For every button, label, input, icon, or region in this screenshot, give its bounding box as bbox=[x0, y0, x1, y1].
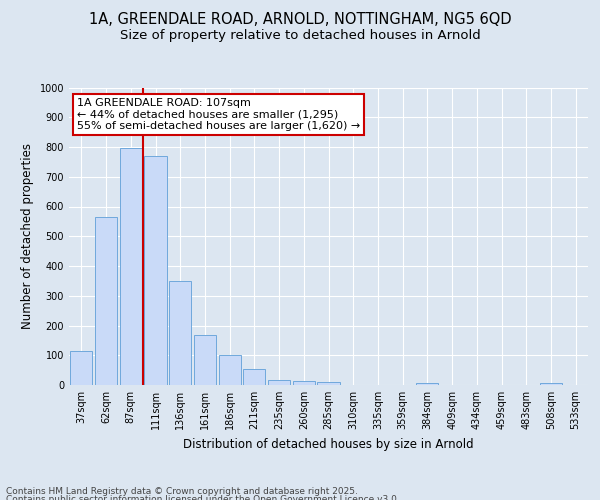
Bar bbox=[194, 335, 216, 385]
Bar bbox=[268, 380, 290, 385]
Bar bbox=[70, 351, 92, 385]
Bar bbox=[540, 382, 562, 385]
Bar bbox=[293, 380, 315, 385]
Text: Contains public sector information licensed under the Open Government Licence v3: Contains public sector information licen… bbox=[6, 495, 400, 500]
X-axis label: Distribution of detached houses by size in Arnold: Distribution of detached houses by size … bbox=[183, 438, 474, 450]
Bar bbox=[119, 148, 142, 385]
Bar bbox=[317, 382, 340, 385]
Text: Size of property relative to detached houses in Arnold: Size of property relative to detached ho… bbox=[119, 29, 481, 42]
Text: 1A GREENDALE ROAD: 107sqm
← 44% of detached houses are smaller (1,295)
55% of se: 1A GREENDALE ROAD: 107sqm ← 44% of detac… bbox=[77, 98, 360, 131]
Bar bbox=[218, 355, 241, 385]
Bar bbox=[145, 156, 167, 385]
Bar bbox=[416, 382, 439, 385]
Y-axis label: Number of detached properties: Number of detached properties bbox=[21, 143, 34, 329]
Bar bbox=[169, 281, 191, 385]
Text: Contains HM Land Registry data © Crown copyright and database right 2025.: Contains HM Land Registry data © Crown c… bbox=[6, 488, 358, 496]
Bar bbox=[243, 369, 265, 385]
Bar bbox=[95, 217, 117, 385]
Text: 1A, GREENDALE ROAD, ARNOLD, NOTTINGHAM, NG5 6QD: 1A, GREENDALE ROAD, ARNOLD, NOTTINGHAM, … bbox=[89, 12, 511, 28]
